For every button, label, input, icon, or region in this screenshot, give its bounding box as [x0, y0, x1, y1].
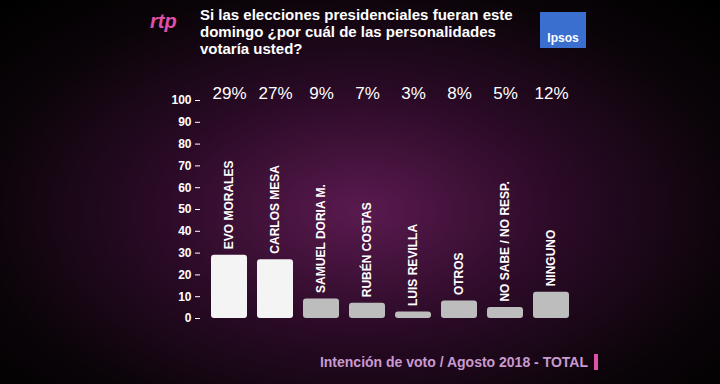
svg-text:EVO MORALES: EVO MORALES [222, 161, 236, 250]
html-text:Si las elecciones presidencial: Si las elecciones presidenciales fueran … [200, 6, 513, 57]
svg-text:LUIS REVILLA: LUIS REVILLA [406, 224, 420, 306]
svg-text:RUBÉN COSTAS: RUBÉN COSTAS [359, 202, 374, 297]
svg-text:0: 0 [185, 311, 192, 325]
svg-text:29%: 29% [212, 84, 246, 103]
svg-text:3%: 3% [401, 84, 426, 103]
svg-text:50: 50 [178, 202, 192, 216]
svg-text:OTROS: OTROS [452, 252, 466, 295]
svg-text:5%: 5% [493, 84, 518, 103]
svg-text:CARLOS MESA: CARLOS MESA [268, 165, 282, 254]
svg-text:12%: 12% [534, 84, 568, 103]
svg-text:7%: 7% [355, 84, 380, 103]
svg-text:90: 90 [178, 115, 192, 129]
svg-text:10: 10 [178, 290, 192, 304]
svg-text:NINGUNO: NINGUNO [544, 230, 558, 287]
svg-text:40: 40 [178, 224, 192, 238]
svg-text:100: 100 [171, 93, 191, 107]
svg-text:27%: 27% [258, 84, 292, 103]
svg-text:70: 70 [178, 159, 192, 173]
html-text:Ipsos: Ipsos [547, 31, 579, 45]
svg-text:80: 80 [178, 137, 192, 151]
svg-text:20: 20 [178, 268, 192, 282]
html-text:rtp: rtp [150, 10, 177, 32]
html-text:Intención de voto / Agosto 201: Intención de voto / Agosto 2018 - TOTAL [319, 354, 588, 370]
svg-text:60: 60 [178, 181, 192, 195]
svg-text:SAMUEL DORIA M.: SAMUEL DORIA M. [314, 184, 328, 293]
svg-text:30: 30 [178, 246, 192, 260]
svg-text:NO SABE / NO RESP.: NO SABE / NO RESP. [498, 181, 512, 301]
svg-text:8%: 8% [447, 84, 472, 103]
svg-text:9%: 9% [309, 84, 334, 103]
